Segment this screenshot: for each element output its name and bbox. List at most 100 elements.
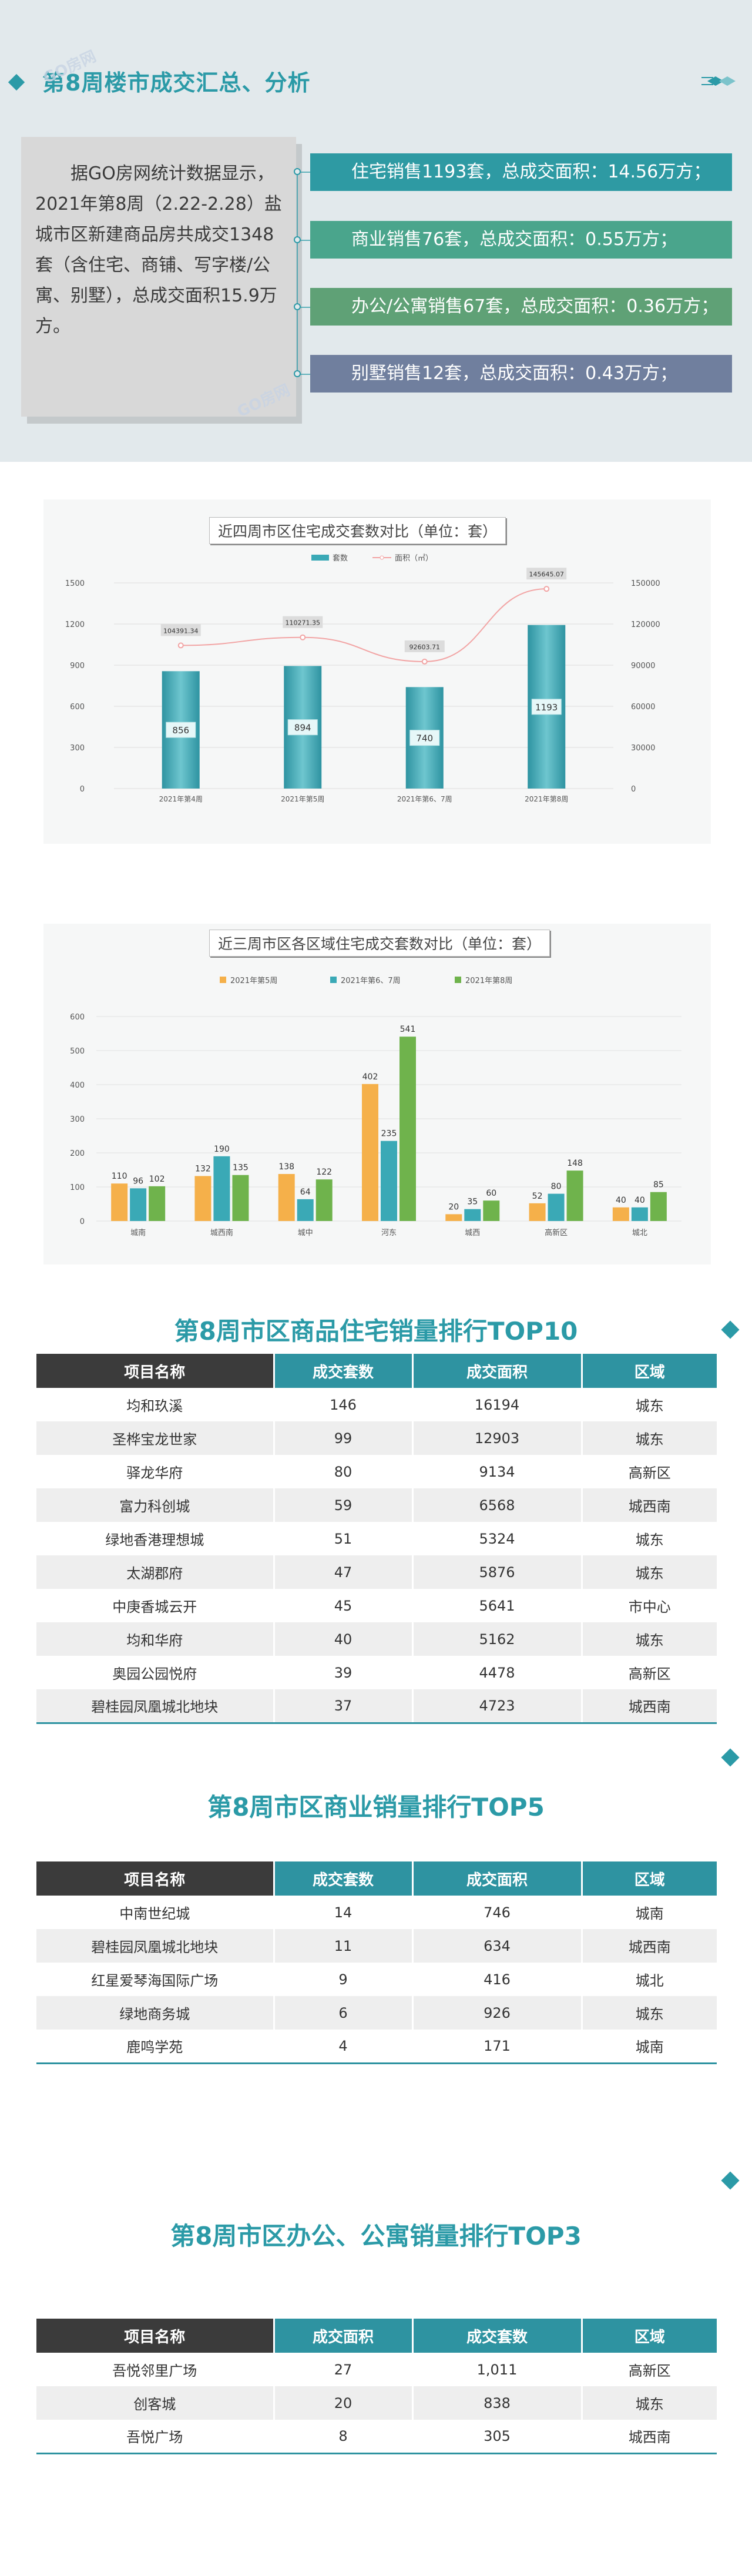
y2-tick-label: 120000 (631, 620, 660, 629)
table-cell: 6 (274, 1996, 414, 2030)
table-cell: 6568 (412, 1488, 583, 1522)
legend-label: 2021年第5周 (230, 977, 277, 985)
line-point (300, 634, 306, 640)
legend-label: 2021年第6、7周 (341, 977, 401, 985)
table-cell: 5162 (412, 1622, 583, 1656)
bar-value-box (166, 722, 196, 738)
table-cell: 1,011 (412, 2353, 583, 2386)
cell-project-name: 吾悦广场 (36, 2420, 275, 2454)
table-row: 吾悦邻里广场 27 1,011 高新区 (36, 2353, 717, 2386)
line-value-label: 110271.35 (286, 619, 321, 627)
x-tick-label: 2021年第5周 (281, 795, 324, 803)
table2-title: 第8周市区商业销量排行TOP5 (207, 1793, 545, 1822)
bar-value-label: 132 (195, 1164, 211, 1173)
y-tick-label: 1200 (65, 620, 85, 629)
table-row: 吾悦广场 8 305 城西南 (36, 2420, 717, 2454)
bar (297, 1199, 314, 1221)
table-cell: 39 (274, 1656, 414, 1689)
bar-value-label: 102 (149, 1175, 165, 1184)
legend-swatch (330, 977, 337, 983)
table-cell: 37 (274, 1689, 414, 1724)
bar-value-label: 20 (448, 1202, 459, 1212)
col-header: 区域 (582, 1354, 717, 1388)
summary-text: 据GO房网统计数据显示，2021年第8周（2.22-2.28）盐城市区新建商品房… (35, 163, 282, 337)
bar (315, 1179, 333, 1221)
connector-dot (294, 370, 301, 377)
table-office-top3: 项目名称 成交面积 成交套数 区域 吾悦邻里广场 27 1,011 高新区 创客城 20 8… (36, 2319, 717, 2454)
table-cell: 城东 (582, 1522, 717, 1555)
x-tick-label: 城南 (130, 1228, 146, 1237)
summary-title: 第8周楼市成交汇总、分析 (42, 70, 311, 96)
cell-project-name: 太湖郡府 (36, 1555, 275, 1589)
table-cell: 11 (274, 1929, 414, 1963)
table-row: 碧桂园凤凰城北地块 11 634 城西南 (36, 1929, 717, 1963)
x-tick-label: 城北 (632, 1229, 647, 1237)
col-header: 区域 (582, 2319, 717, 2353)
table-cell: 5324 (412, 1522, 583, 1555)
table-cell: 城西南 (582, 2420, 717, 2454)
bar-value-label: 894 (294, 723, 311, 733)
legend-label: 2021年第8周 (465, 977, 512, 985)
col-header: 项目名称 (36, 1354, 275, 1388)
connector-line (297, 307, 310, 308)
table-cell: 城东 (582, 2386, 717, 2420)
cell-project-name: 绿地商务城 (36, 1996, 275, 2030)
table-cell: 305 (412, 2420, 583, 2454)
table3-title: 第8周市区办公、公寓销量排行TOP3 (170, 2222, 582, 2250)
bar (548, 1193, 565, 1221)
bar-value-label: 52 (532, 1192, 543, 1201)
y-tick-label: 1500 (65, 579, 85, 588)
bar (381, 1141, 397, 1221)
bar-value-label: 64 (300, 1188, 311, 1197)
summary-text-box (21, 137, 296, 417)
table-cell: 838 (412, 2386, 583, 2420)
table-row: 中庚香城云开 45 5641 市中心 (36, 1589, 717, 1622)
y-tick-label: 0 (80, 1217, 85, 1226)
bar-value-label: 122 (316, 1168, 332, 1177)
y2-tick-label: 150000 (631, 579, 660, 588)
col-header: 项目名称 (36, 1861, 275, 1896)
line-point (543, 586, 550, 592)
table-cell: 9134 (412, 1455, 583, 1488)
table-cell: 城东 (582, 1388, 717, 1421)
col-header: 成交套数 (412, 2319, 583, 2353)
bar (111, 1183, 128, 1221)
table-cell: 高新区 (582, 1656, 717, 1689)
bar (400, 1037, 416, 1221)
col-header: 成交套数 (274, 1354, 414, 1388)
bar-value-label: 135 (233, 1163, 249, 1173)
diamond-icon (721, 2171, 740, 2190)
chart-title: 近四周市区住宅成交套数对比（单位：套） (209, 517, 506, 544)
chart-canvas: 0 300 600 900 1200 1500 0 30000 60000 90000 120000… (65, 554, 660, 803)
table-cell: 城南 (582, 2030, 717, 2064)
table-row: 碧桂园凤凰城北地块 37 4723 城西南 (36, 1689, 717, 1724)
table-row: 创客城 20 838 城东 (36, 2386, 717, 2420)
cell-project-name: 红星爱琴海国际广场 (36, 1963, 275, 1996)
table-cell: 27 (274, 2353, 414, 2386)
bar-value-label: 190 (214, 1145, 230, 1154)
bar-value-box (409, 730, 440, 746)
x-tick-label: 2021年第6、7周 (397, 795, 452, 803)
area-line (180, 588, 547, 662)
line-point (177, 642, 184, 649)
legend-label: 套数 (333, 554, 348, 563)
legend-swatch (311, 555, 329, 561)
cell-project-name: 中南世纪城 (36, 1896, 275, 1929)
table-row: 圣桦宝龙世家 99 12903 城东 (36, 1421, 717, 1455)
stat-villa: 别墅销售12套，总成交面积：0.43万方； (310, 355, 732, 393)
y-tick-label: 300 (70, 744, 85, 753)
col-header: 成交套数 (274, 1861, 414, 1896)
legend-swatch (220, 977, 226, 983)
x-tick-label: 河东 (381, 1229, 397, 1237)
y2-tick-label: 60000 (631, 703, 655, 712)
table-cell: 45 (274, 1589, 414, 1622)
table-row: 中南世纪城 14 746 城南 (36, 1896, 717, 1929)
table-cell: 4 (274, 2030, 414, 2064)
table-cell: 城西南 (582, 1929, 717, 1963)
y2-tick-label: 90000 (631, 662, 655, 670)
cell-project-name: 圣桦宝龙世家 (36, 1421, 275, 1455)
col-header: 项目名称 (36, 2319, 275, 2353)
cell-project-name: 驿龙华府 (36, 1455, 275, 1488)
bar-value-label: 110 (112, 1172, 127, 1181)
x-tick-label: 城西南 (210, 1228, 233, 1237)
